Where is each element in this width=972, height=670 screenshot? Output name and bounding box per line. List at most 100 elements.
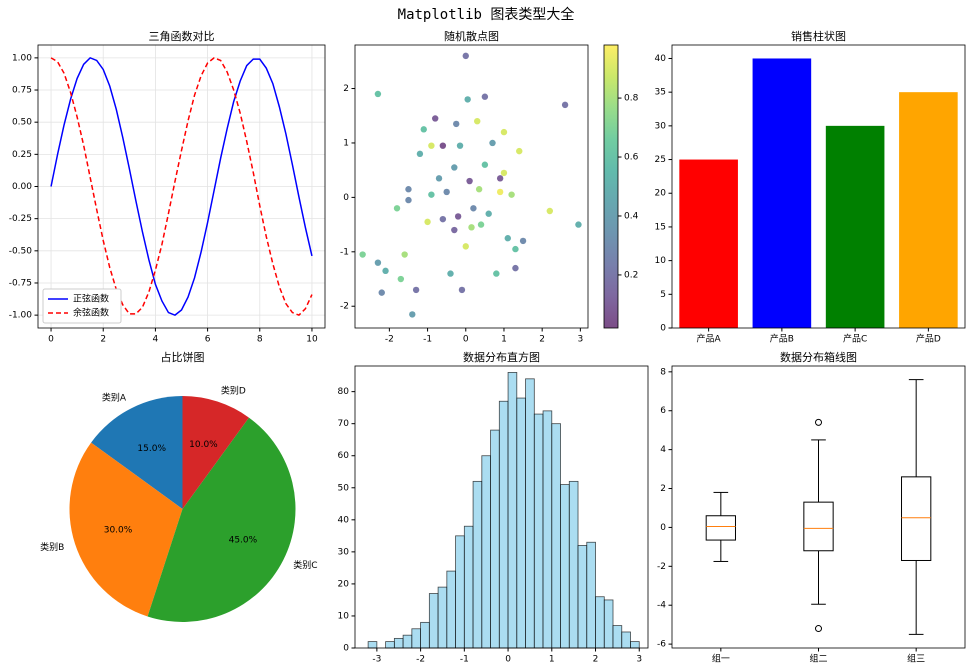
pie-label: 类别B <box>40 541 64 553</box>
chart-title: 随机散点图 <box>444 29 499 43</box>
y-tick-label: 80 <box>338 387 350 397</box>
x-tick-label: -1 <box>423 335 432 345</box>
pie-label: 类别D <box>221 384 246 396</box>
figure-title: Matplotlib 图表类型大全 <box>398 6 575 23</box>
axes-frame <box>671 44 966 329</box>
x-tick-label: 8 <box>257 335 263 345</box>
histogram-bar <box>481 455 491 649</box>
scatter-point <box>439 142 447 149</box>
scatter-point <box>439 215 447 223</box>
scatter-point <box>416 150 424 158</box>
y-tick-label: 2 <box>660 484 666 494</box>
histogram-bar <box>568 480 579 649</box>
scatter-point <box>412 286 420 294</box>
scatter-point <box>575 221 582 228</box>
x-tick-label: 1 <box>501 335 507 345</box>
chart-title: 数据分布箱线图 <box>780 350 857 364</box>
chart-title: 销售柱状图 <box>791 29 846 43</box>
colorbar <box>603 44 619 329</box>
histogram-bar <box>525 378 535 649</box>
x-tick-label: 0 <box>463 335 469 345</box>
scatter-point <box>475 186 483 193</box>
y-tick-label: 20 <box>338 579 350 589</box>
y-tick-label: 1.00 <box>12 53 32 63</box>
scatter-point <box>481 93 489 100</box>
scatter-point <box>453 120 460 128</box>
histogram-bar <box>420 621 430 649</box>
scatter-point <box>481 161 489 168</box>
scatter-point <box>474 117 481 125</box>
chart-title: 数据分布直方图 <box>463 350 540 364</box>
y-tick-label: 70 <box>338 419 350 429</box>
scatter-point <box>443 188 450 196</box>
scatter-point <box>512 245 519 253</box>
y-tick-label: 0.25 <box>12 150 32 160</box>
y-tick-label: 25 <box>655 155 666 165</box>
x-tick-label: 产品B <box>770 333 794 345</box>
scatter-point <box>500 128 508 136</box>
scatter-point <box>451 164 458 171</box>
histogram-bar <box>612 625 623 649</box>
scatter-point <box>508 191 515 198</box>
y-tick-label: -0.25 <box>9 214 32 224</box>
bar <box>825 125 885 328</box>
scatter-point <box>519 237 527 245</box>
scatter-point <box>458 286 466 294</box>
scatter-point <box>432 115 439 122</box>
histogram-bar <box>446 570 456 649</box>
axes-frame <box>37 44 326 329</box>
pie-wedge <box>91 396 183 509</box>
scatter-point <box>451 226 458 234</box>
x-tick-label: 4 <box>153 335 159 345</box>
y-tick-label: 50 <box>338 483 350 493</box>
line-series <box>50 57 313 317</box>
scatter-point <box>493 270 500 277</box>
scatter-point <box>374 90 382 98</box>
histogram-bar <box>490 429 500 649</box>
y-tick-label: 6 <box>660 406 666 416</box>
y-tick-label: -6 <box>657 640 666 650</box>
bar <box>679 159 738 328</box>
pie-wedge <box>69 442 183 617</box>
scatter-point <box>393 205 401 212</box>
y-tick-label: 0 <box>343 193 349 203</box>
scatter-point <box>428 142 435 149</box>
y-tick-label: 20 <box>655 189 667 199</box>
scatter-point <box>428 191 435 198</box>
x-tick-label: -3 <box>372 655 381 665</box>
x-tick-label: 2 <box>593 655 599 665</box>
x-tick-label: 0 <box>48 335 54 345</box>
colorbar-tick-label: 0.4 <box>624 211 639 221</box>
bar <box>752 58 812 328</box>
scatter-point <box>462 52 469 60</box>
box <box>901 476 932 561</box>
y-tick-label: 0.75 <box>12 86 32 96</box>
scatter-point <box>516 147 523 155</box>
histogram-bar <box>437 586 448 649</box>
y-tick-label: 5 <box>660 290 666 300</box>
histogram-bar <box>393 637 404 649</box>
pie-value-label: 10.0% <box>189 440 218 450</box>
scatter-point <box>374 259 382 266</box>
scatter-point <box>397 275 405 283</box>
scatter-point <box>405 186 412 193</box>
histogram-bar <box>630 641 640 649</box>
outlier <box>815 418 822 426</box>
pie-wedge <box>147 417 296 622</box>
scatter-point <box>462 243 469 250</box>
box <box>705 515 736 541</box>
x-tick-label: 组三 <box>907 653 925 665</box>
colorbar-tick-label: 0.6 <box>624 153 639 163</box>
scatter-point <box>454 213 462 220</box>
x-tick-label: 0 <box>505 655 511 665</box>
y-tick-label: 40 <box>655 54 667 64</box>
x-tick-label: 10 <box>306 335 318 345</box>
bar <box>899 92 958 329</box>
axes-frame <box>671 365 966 649</box>
pie-label: 类别C <box>293 559 317 571</box>
scatter-point <box>496 188 504 196</box>
histogram-bar <box>507 372 518 649</box>
pie-value-label: 30.0% <box>104 525 133 535</box>
colorbar-tick-label: 0.8 <box>624 94 639 104</box>
x-tick-label: 组一 <box>712 653 730 665</box>
